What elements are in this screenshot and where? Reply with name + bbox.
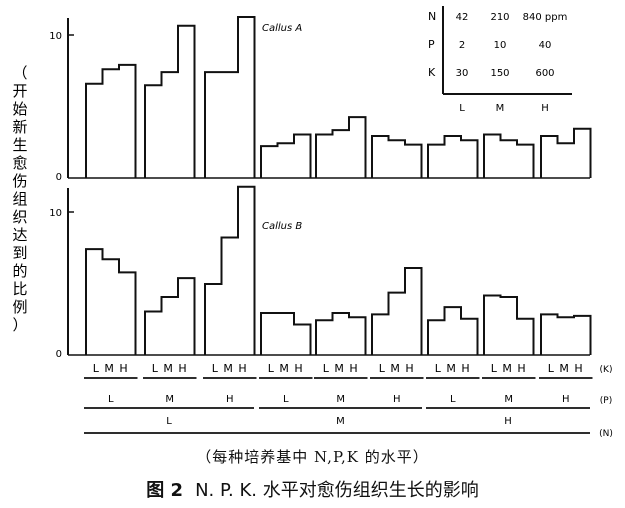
legend-column-label: H xyxy=(541,103,549,114)
y-axis-label-char: 比 xyxy=(12,280,27,298)
y-axis-label-char: 织 xyxy=(12,208,27,226)
legend-nutrient-N: N xyxy=(428,10,436,23)
p-level-label: M xyxy=(336,394,345,405)
bar-group-step xyxy=(260,311,312,355)
bar-group-step xyxy=(85,63,137,178)
y-axis-label-char: 新 xyxy=(12,118,27,136)
y-tick-label-10: 10 xyxy=(49,208,62,219)
k-level-labels: L M H xyxy=(212,362,248,375)
y-axis-label-char: 组 xyxy=(12,190,27,208)
legend-value: 40 xyxy=(539,40,552,51)
legend-value: 840 ppm xyxy=(523,12,568,23)
p-level-label: L xyxy=(450,394,456,405)
k-level-labels: L M H xyxy=(268,362,304,375)
legend-value: 210 xyxy=(490,12,509,23)
p-level-label: H xyxy=(393,394,401,405)
k-level-labels: L M H xyxy=(93,362,129,375)
legend-column-label: L xyxy=(459,103,465,114)
bar-group-step xyxy=(427,306,479,355)
y-axis-label-char: 始 xyxy=(12,100,27,118)
bar-group-step xyxy=(540,127,592,178)
bar-group-step xyxy=(483,294,535,355)
k-level-labels: L M H xyxy=(491,362,527,375)
y-axis-label-char: 开 xyxy=(12,82,27,100)
p-level-label: H xyxy=(226,394,234,405)
legend-value: 30 xyxy=(456,68,469,79)
p-level-label: L xyxy=(283,394,289,405)
legend-value: 42 xyxy=(456,12,469,23)
panel-name: Callus A xyxy=(262,23,302,34)
y-axis-label-char: 例 xyxy=(12,298,27,316)
legend-nutrient-K: K xyxy=(428,66,436,79)
k-axis-label: (K) xyxy=(600,365,613,375)
bar-group-step xyxy=(371,267,423,355)
k-level-labels: L M H xyxy=(435,362,471,375)
bar-group-step xyxy=(371,134,423,178)
bar-group-step xyxy=(260,133,312,178)
figure-title: 图 2 N. P. K. 水平对愈伤组织生长的影响 xyxy=(0,476,625,502)
bar-group-step xyxy=(427,134,479,178)
bar-group-step xyxy=(315,116,367,178)
legend-value: 600 xyxy=(535,68,554,79)
y-tick-label-10: 10 xyxy=(49,31,62,42)
k-level-labels: L M H xyxy=(548,362,584,375)
y-axis-label-char: 达 xyxy=(12,226,27,244)
legend-nutrient-P: P xyxy=(428,38,435,51)
bar-group-step xyxy=(315,311,367,355)
bar-group-step xyxy=(483,133,535,178)
bar-group-step xyxy=(204,16,256,178)
y-tick-label-0: 0 xyxy=(56,172,62,183)
figure-caption-text: N. P. K. 水平对愈伤组织生长的影响 xyxy=(195,480,479,501)
y-axis-label-char: 到 xyxy=(12,244,27,262)
k-level-labels: L M H xyxy=(152,362,188,375)
x-axis-caption: （每种培养基中 N,P,K 的水平） xyxy=(196,448,429,466)
y-axis-label-char: 的 xyxy=(12,262,27,280)
y-axis-label-char: ） xyxy=(12,316,27,334)
bar-group-step xyxy=(540,313,592,355)
y-axis-label-char: 愈 xyxy=(12,154,27,172)
n-axis-label: (N) xyxy=(599,429,613,439)
p-level-label: H xyxy=(562,394,570,405)
y-axis-label-char: 伤 xyxy=(12,172,27,190)
figure-number: 图 2 xyxy=(146,480,184,501)
bar-group-step xyxy=(85,248,137,355)
y-tick-label-0: 0 xyxy=(56,349,62,360)
p-level-label: M xyxy=(165,394,174,405)
k-level-labels: L M H xyxy=(323,362,359,375)
p-level-label: M xyxy=(504,394,513,405)
bar-group-step xyxy=(204,185,256,355)
y-axis-label-char: （ xyxy=(12,64,27,82)
y-axis-label-char: 生 xyxy=(12,136,27,154)
legend-value: 2 xyxy=(459,40,465,51)
bar-group-step xyxy=(144,24,196,178)
p-axis-label: (P) xyxy=(600,396,612,406)
legend-value: 150 xyxy=(490,68,509,79)
legend-value: 10 xyxy=(494,40,507,51)
n-level-label: H xyxy=(504,416,512,427)
legend-column-label: M xyxy=(496,103,505,114)
bar-group-step xyxy=(144,277,196,355)
panel-name: Callus B xyxy=(262,221,302,232)
n-level-label: L xyxy=(166,416,172,427)
k-level-labels: L M H xyxy=(379,362,415,375)
p-level-label: L xyxy=(108,394,114,405)
n-level-label: M xyxy=(336,416,345,427)
